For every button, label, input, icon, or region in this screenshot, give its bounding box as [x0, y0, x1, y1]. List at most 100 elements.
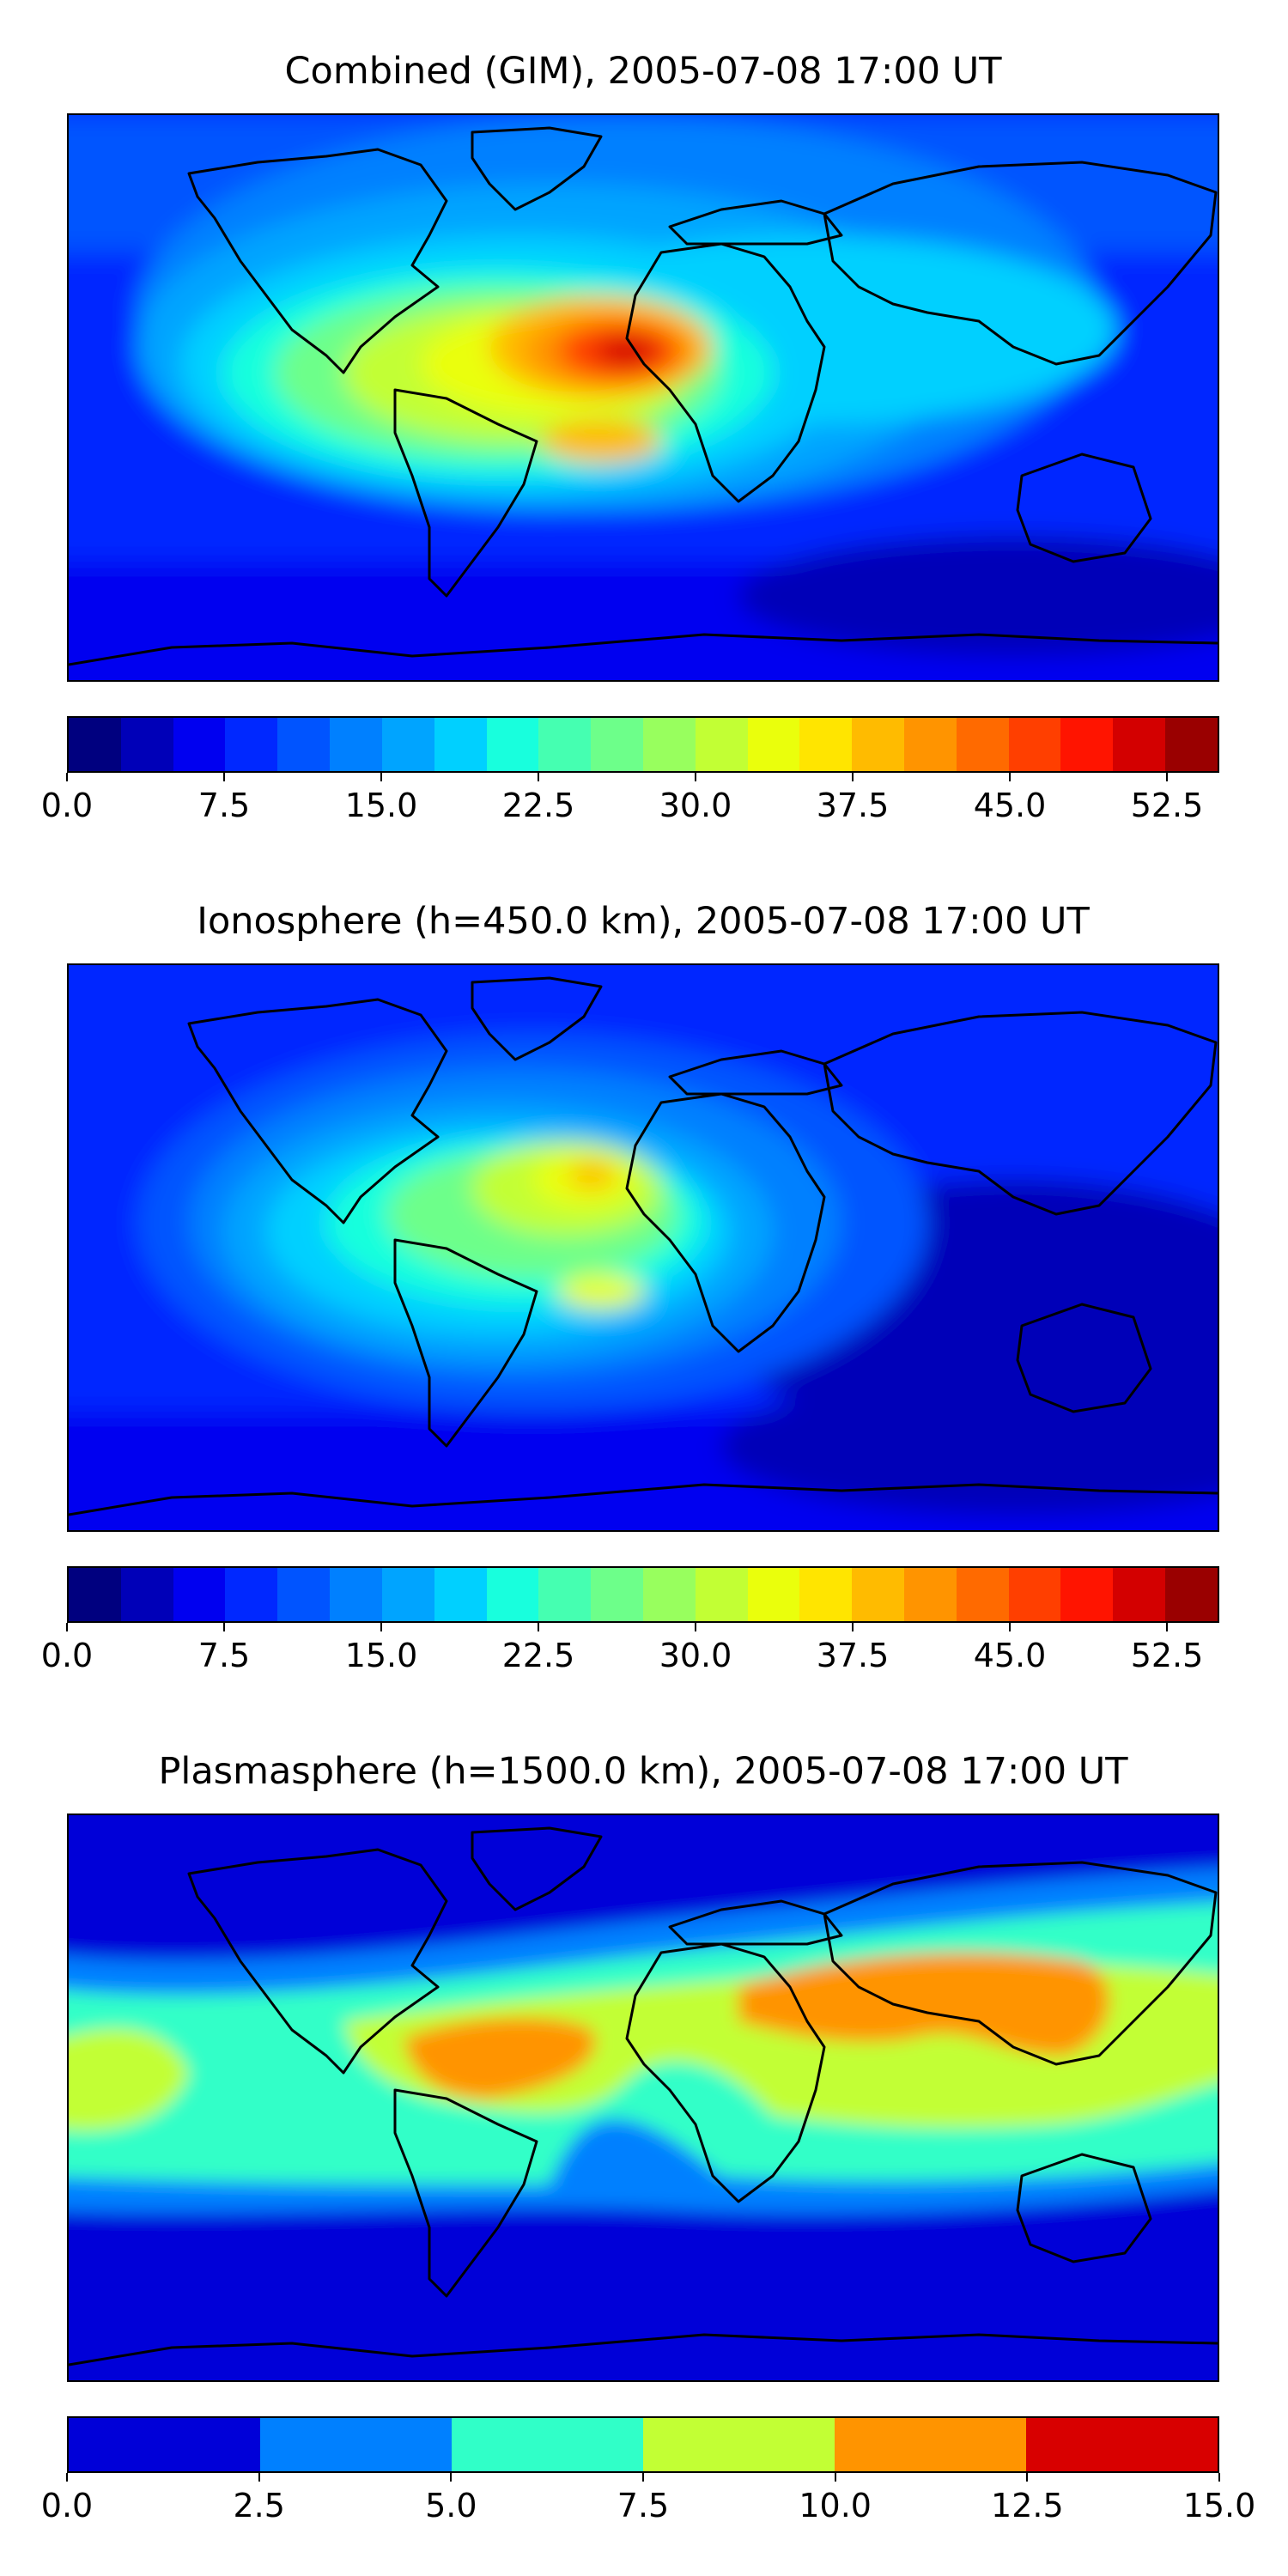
- colorbar-segment: [835, 2418, 1026, 2471]
- colorbar-tick-label: 30.0: [659, 1637, 732, 1674]
- colorbar-segment: [747, 718, 800, 771]
- colorbar-tick: [66, 773, 68, 781]
- colorbar-segment: [956, 718, 1009, 771]
- colorbar-tick: [1009, 773, 1011, 781]
- colorbar-segment: [1165, 718, 1218, 771]
- map-combined: [67, 113, 1219, 682]
- colorbar-tick-label: 12.5: [991, 2487, 1064, 2524]
- colorbar-segment: [225, 1568, 278, 1621]
- colorbar-segment: [452, 2418, 643, 2471]
- colorbar-segment: [643, 2418, 835, 2471]
- colorbar-tick: [66, 2473, 68, 2482]
- colorbar-segment: [1060, 718, 1114, 771]
- colorbar-segment: [538, 1568, 592, 1621]
- colorbar-tick-label: 10.0: [799, 2487, 872, 2524]
- colorbar-segment: [434, 718, 487, 771]
- colorbar-segment: [1165, 1568, 1218, 1621]
- colorbar-tick-label: 7.5: [197, 787, 251, 824]
- colorbar-segment: [591, 1568, 643, 1621]
- colorbar-segment: [486, 718, 539, 771]
- colorbar-segment: [695, 1568, 748, 1621]
- colorbar-tick: [1026, 2473, 1029, 2482]
- colorbar-tick-label: 0.0: [40, 2487, 94, 2524]
- colorbar-tick-label: 30.0: [659, 787, 732, 824]
- colorbar-segment: [904, 718, 957, 771]
- colorbar-segment: [852, 718, 904, 771]
- colorbar-tick: [1166, 773, 1168, 781]
- colorbar-segment: [642, 1568, 696, 1621]
- colorbar-segment: [904, 1568, 957, 1621]
- colorbar-tick-label: 15.0: [344, 787, 418, 824]
- colorbar-tick: [380, 1623, 382, 1631]
- colorbar-tick: [852, 1623, 854, 1631]
- colorbar-segment: [381, 718, 434, 771]
- colorbar-segment: [330, 718, 382, 771]
- colorbar-segment: [260, 2418, 452, 2471]
- colorbar-tick-label: 2.5: [233, 2487, 285, 2524]
- colorbar-tick: [538, 1623, 539, 1631]
- colorbar-tick: [538, 773, 539, 781]
- colorbar-tick-label: 22.5: [501, 787, 575, 824]
- colorbar-segment: [1008, 718, 1061, 771]
- colorbar-tick-label: 45.0: [973, 787, 1047, 824]
- colorbar-segment: [486, 1568, 539, 1621]
- map-ionosphere: [67, 963, 1219, 1532]
- colorbar-segment: [1113, 718, 1166, 771]
- colorbar-segment: [69, 2418, 260, 2471]
- colorbar-tick-label: 52.5: [1130, 1637, 1204, 1674]
- map-plasmasphere: [67, 1814, 1219, 2382]
- colorbar-segment: [277, 718, 331, 771]
- colorbar-segment: [642, 718, 696, 771]
- panel-title-ionosphere: Ionosphere (h=450.0 km), 2005-07-08 17:0…: [197, 900, 1090, 943]
- colorbar-segment: [538, 718, 592, 771]
- colorbar-segment: [173, 1568, 226, 1621]
- colorbar-tick-label: 15.0: [344, 1637, 418, 1674]
- colorbar-tick-label: 0.0: [40, 787, 94, 824]
- colorbar-tick: [223, 1623, 225, 1631]
- colorbar-tick-label: 22.5: [501, 1637, 575, 1674]
- colorbar-ionosphere: [67, 1566, 1219, 1623]
- colorbar-tick-label: 52.5: [1130, 787, 1204, 824]
- colorbar-tick-label: 37.5: [816, 1637, 890, 1674]
- colorbar-segment: [173, 718, 226, 771]
- colorbar-segment: [852, 1568, 904, 1621]
- colorbar-segment: [591, 718, 643, 771]
- colorbar-segment: [120, 718, 173, 771]
- colorbar-segment: [1008, 1568, 1061, 1621]
- colorbar-tick: [1218, 2473, 1220, 2482]
- colorbar-segment: [69, 718, 121, 771]
- colorbar-segment: [225, 718, 278, 771]
- colorbar-tick: [695, 773, 696, 781]
- colorbar-segment: [799, 1568, 853, 1621]
- colorbar-tick-label: 45.0: [973, 1637, 1047, 1674]
- colorbar-segment: [956, 1568, 1009, 1621]
- panel-title-combined: Combined (GIM), 2005-07-08 17:00 UT: [284, 50, 1002, 93]
- colorbar-segment: [120, 1568, 173, 1621]
- panel-title-plasmasphere: Plasmasphere (h=1500.0 km), 2005-07-08 1…: [158, 1750, 1128, 1793]
- colorbar-segment: [1026, 2418, 1218, 2471]
- colorbar-tick: [834, 2473, 836, 2482]
- colorbar-tick: [66, 1623, 68, 1631]
- colorbar-tick-label: 7.5: [617, 2487, 670, 2524]
- colorbar-tick-label: 0.0: [40, 1637, 94, 1674]
- colorbar-plasmasphere: [67, 2416, 1219, 2473]
- colorbar-segment: [381, 1568, 434, 1621]
- colorbar-segment: [1113, 1568, 1166, 1621]
- colorbar-tick: [1166, 1623, 1168, 1631]
- colorbar-segment: [747, 1568, 800, 1621]
- colorbar-tick-label: 37.5: [816, 787, 890, 824]
- colorbar-tick-label: 15.0: [1182, 2487, 1256, 2524]
- colorbar-tick: [450, 2473, 453, 2482]
- colorbar-tick: [1009, 1623, 1011, 1631]
- colorbar-tick: [642, 2473, 644, 2482]
- colorbar-tick-label: 7.5: [197, 1637, 251, 1674]
- colorbar-segment: [330, 1568, 382, 1621]
- colorbar-segment: [69, 1568, 121, 1621]
- colorbar-segment: [695, 718, 748, 771]
- colorbar-combined: [67, 716, 1219, 773]
- colorbar-tick: [258, 2473, 260, 2482]
- colorbar-tick: [852, 773, 854, 781]
- colorbar-tick: [380, 773, 382, 781]
- colorbar-tick: [223, 773, 225, 781]
- colorbar-segment: [434, 1568, 487, 1621]
